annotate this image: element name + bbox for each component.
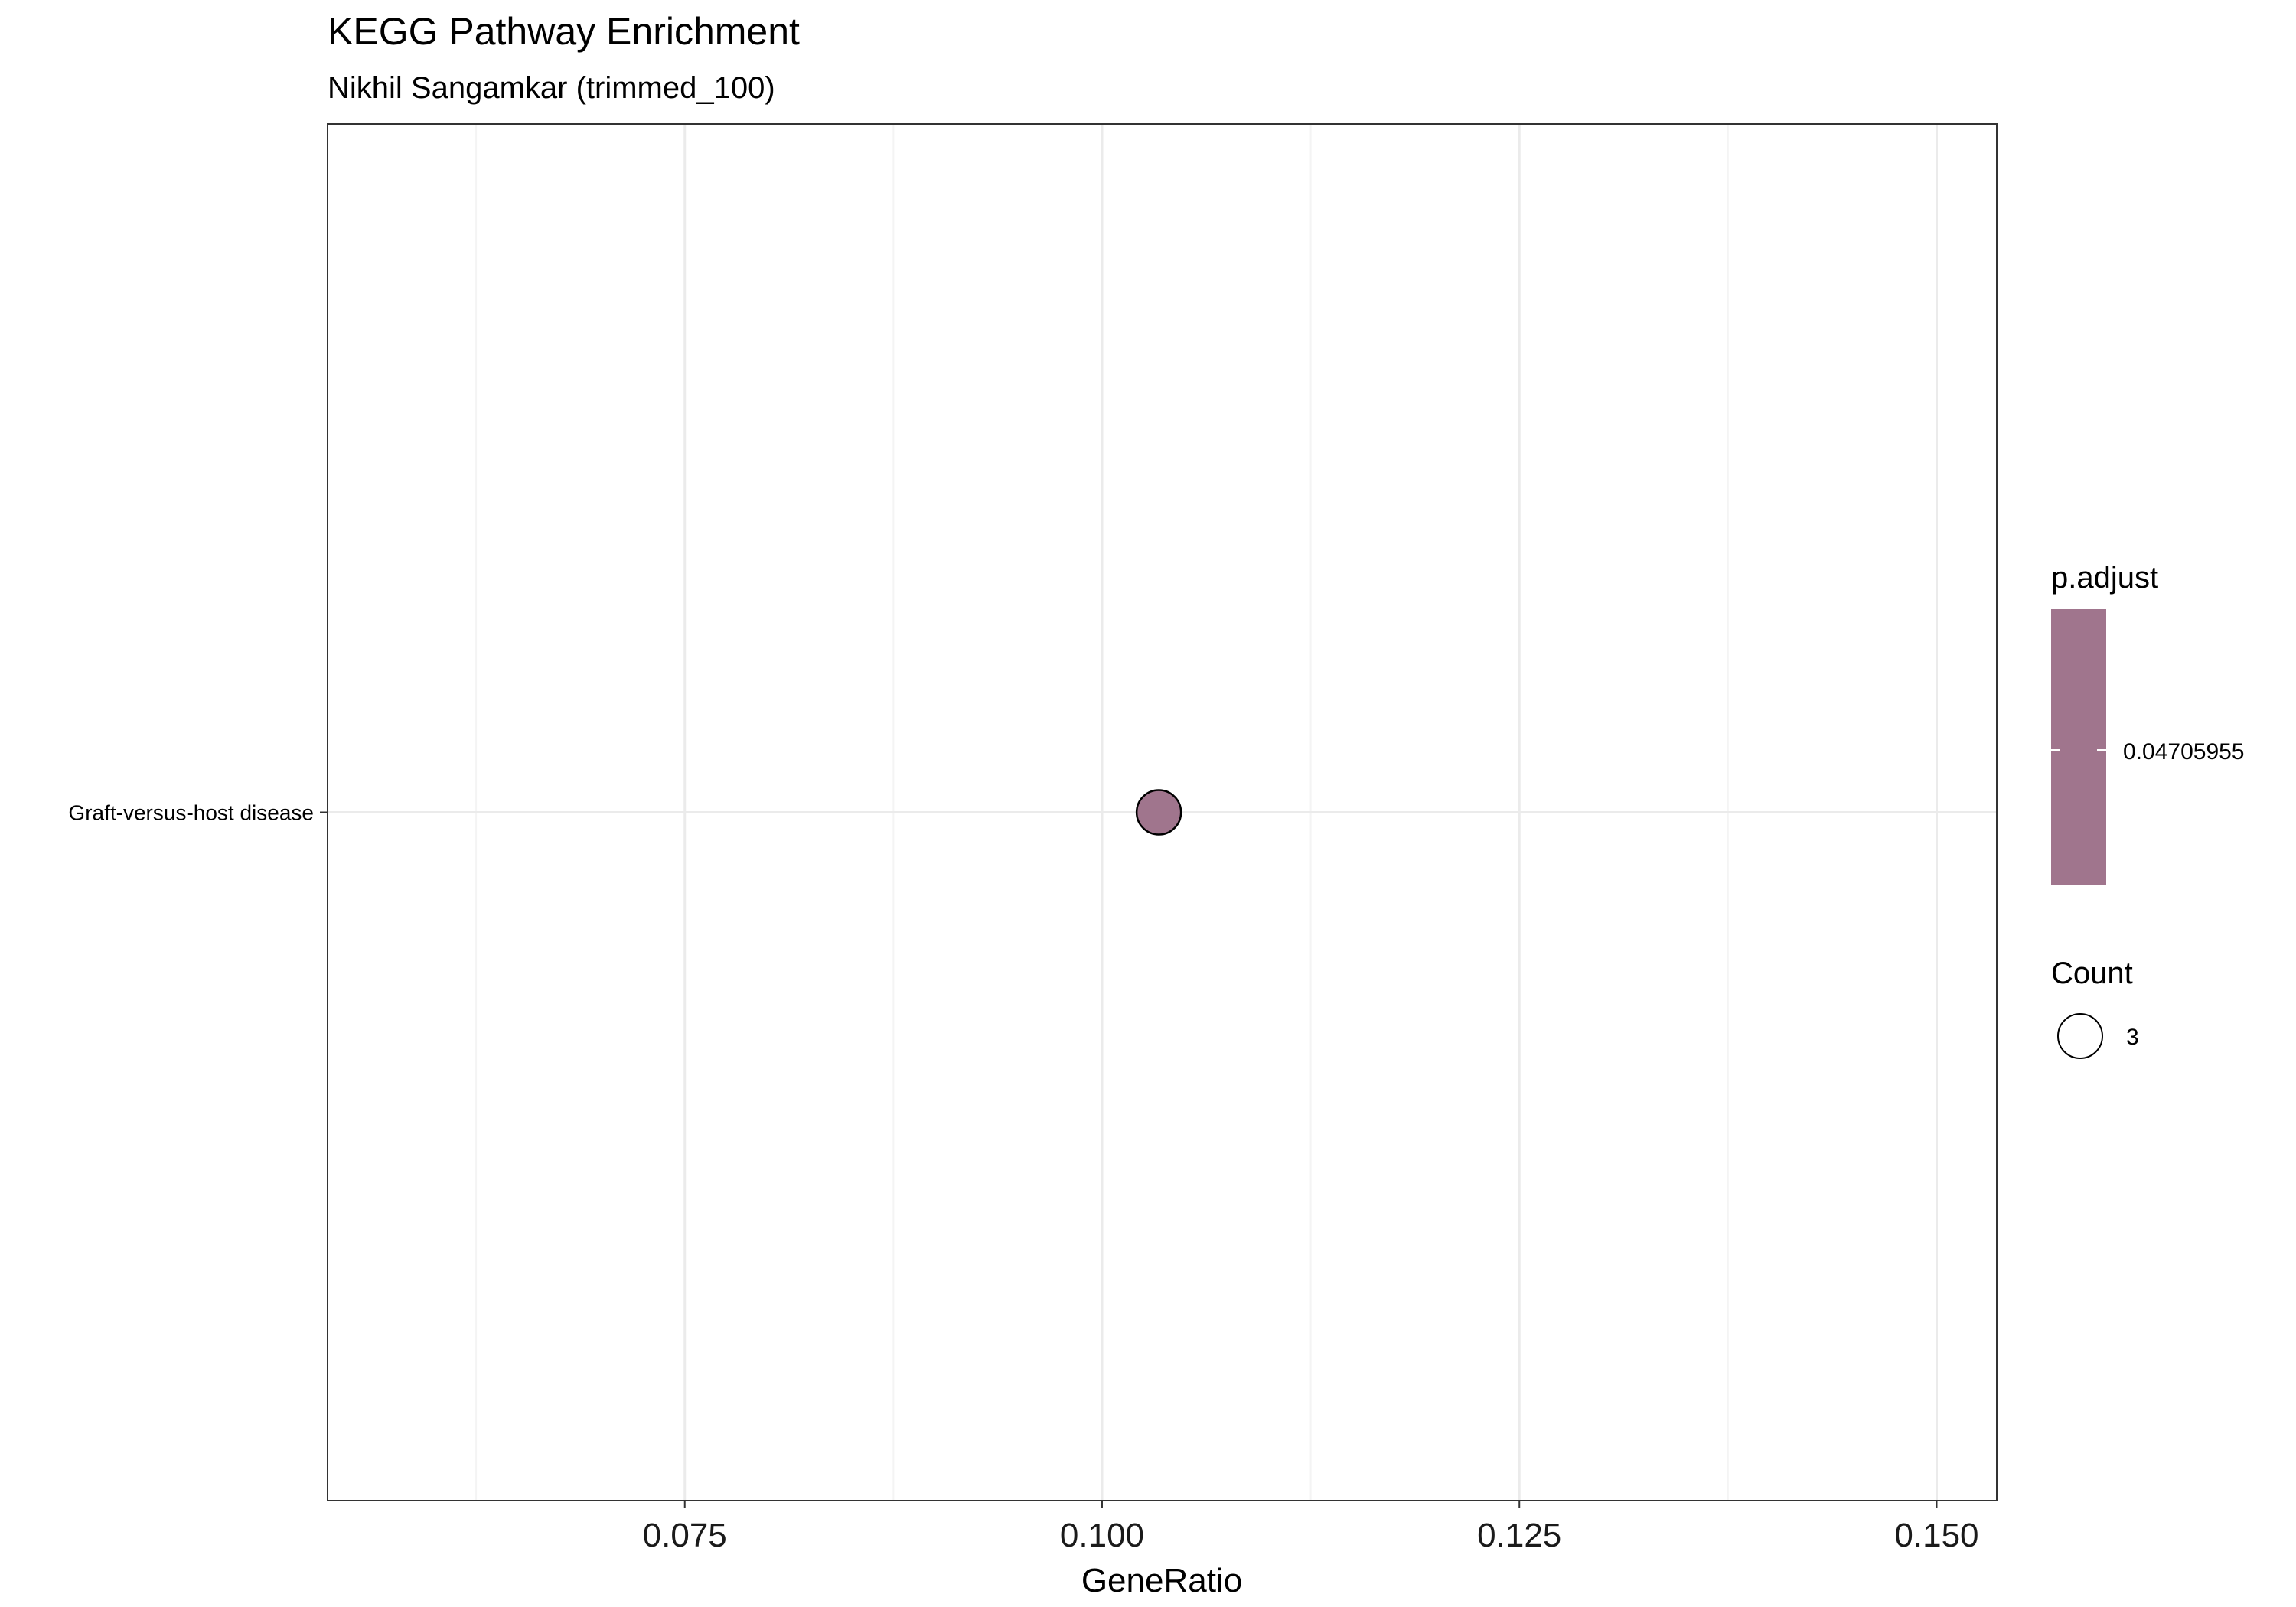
legend-colorbar-label: 0.04705955 bbox=[2123, 739, 2245, 764]
y-axis: Graft-versus-host disease bbox=[68, 801, 328, 825]
x-tick-label: 0.100 bbox=[1060, 1517, 1144, 1554]
x-axis-title: GeneRatio bbox=[1081, 1562, 1242, 1599]
legend-size-key bbox=[2057, 1013, 2103, 1059]
legend-size-title: Count bbox=[2051, 957, 2133, 990]
x-axis: 0.075 0.100 0.125 0.150 bbox=[643, 1501, 1979, 1554]
x-tick-label: 0.125 bbox=[1477, 1517, 1561, 1554]
chart-subtitle: Nikhil Sangamkar (trimmed_100) bbox=[328, 71, 775, 105]
data-points bbox=[1135, 789, 1182, 836]
legend-size-label: 3 bbox=[2126, 1025, 2139, 1050]
x-tick-label: 0.150 bbox=[1894, 1517, 1978, 1554]
data-point bbox=[1135, 789, 1182, 836]
y-tick-label: Graft-versus-host disease bbox=[68, 801, 314, 825]
legend: p.adjust 0.04705955 Count 3 bbox=[2051, 561, 2245, 1059]
legend-colorbar bbox=[2051, 609, 2106, 885]
plot-area bbox=[327, 123, 1998, 1501]
chart-title: KEGG Pathway Enrichment bbox=[328, 10, 800, 53]
x-tick-label: 0.075 bbox=[643, 1517, 727, 1554]
legend-color-title: p.adjust bbox=[2051, 561, 2158, 595]
grid bbox=[328, 124, 1997, 1501]
